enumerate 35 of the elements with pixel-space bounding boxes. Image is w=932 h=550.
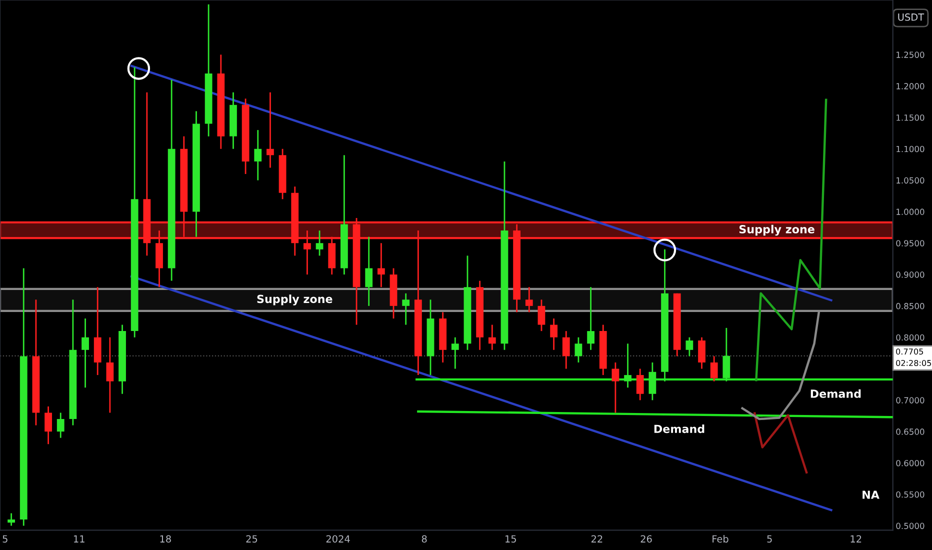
y-tick-label: 0.5500 — [896, 491, 924, 498]
y-tick-label: 0.8500 — [896, 302, 924, 310]
x-tick-label: 11 — [74, 535, 84, 542]
y-tick-label: 1.1500 — [896, 114, 924, 121]
x-tick-label: 12 — [850, 535, 862, 542]
y-tick-label: 1.0500 — [896, 177, 924, 184]
y-tick-label: 1.1000 — [896, 146, 924, 152]
y-tick-label: 0.6500 — [896, 428, 924, 435]
x-tick-label: 22 — [591, 535, 602, 542]
x-tick-label: Feb — [712, 535, 728, 543]
annotation: NA — [862, 490, 880, 499]
x-tick-label: 5 — [2, 535, 8, 543]
ref-line-label: 0.7705 — [896, 348, 924, 355]
y-tick-label: 1.0000 — [896, 208, 924, 215]
y-tick-label: 1.2500 — [896, 52, 924, 58]
y-tick-label: 0.9000 — [896, 272, 924, 278]
x-tick-label: 15 — [506, 535, 516, 543]
y-tick-label: 0.8000 — [896, 334, 924, 341]
series-label: Demand — [810, 389, 861, 398]
band-label: Supply zone — [257, 294, 332, 306]
y-axis-title: USDT — [898, 13, 924, 21]
y-tick-label: 0.6000 — [896, 460, 924, 466]
x-tick-label: 8 — [422, 535, 427, 543]
x-tick-label: 25 — [246, 535, 258, 543]
text: 02:28:05 — [896, 360, 932, 366]
y-tick-label: 0.7000 — [896, 397, 924, 404]
x-tick-label: 18 — [160, 535, 171, 543]
y-tick-label: 1.2000 — [896, 83, 924, 90]
series-label: Demand — [654, 424, 704, 434]
x-tick-label: 5 — [767, 535, 772, 543]
x-tick-label: 2024 — [326, 535, 350, 543]
x-tick-label: 26 — [640, 535, 652, 543]
y-tick-label: 0.5000 — [896, 522, 924, 530]
y-tick-label: 0.9500 — [896, 240, 924, 246]
band-label: Supply zone — [739, 224, 814, 236]
